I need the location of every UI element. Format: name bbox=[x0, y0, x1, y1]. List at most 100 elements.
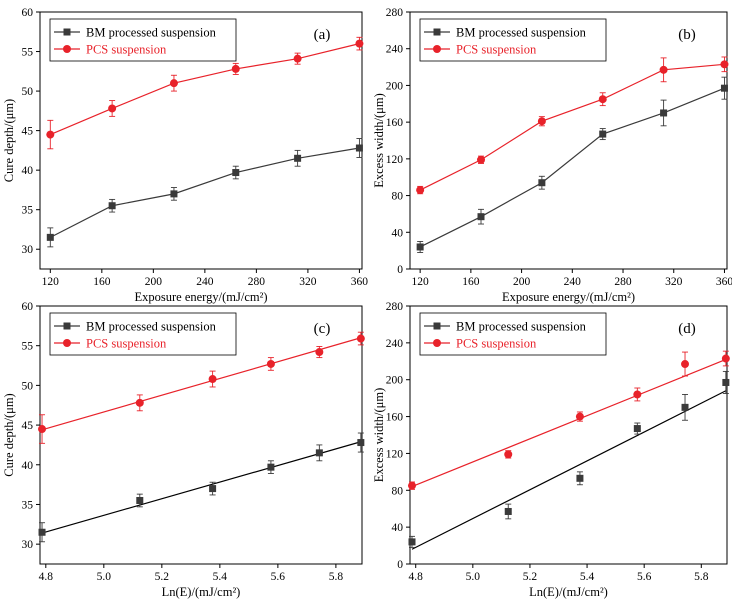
x-tick-label: 5.4 bbox=[580, 571, 595, 583]
y-axis-label: Excess width/(μm) bbox=[372, 93, 386, 188]
x-tick-label: 120 bbox=[42, 276, 60, 288]
y-tick-label: 50 bbox=[22, 380, 34, 392]
data-point bbox=[576, 474, 584, 482]
data-point bbox=[681, 403, 689, 411]
y-tick-label: 120 bbox=[386, 448, 404, 460]
x-tick-label: 5.4 bbox=[213, 571, 228, 583]
data-point bbox=[315, 348, 324, 357]
y-tick-label: 55 bbox=[22, 47, 34, 59]
y-tick-label: 30 bbox=[22, 244, 34, 256]
y-tick-label: 0 bbox=[397, 559, 403, 571]
x-tick-label: 5.2 bbox=[155, 571, 170, 583]
y-tick-label: 40 bbox=[22, 165, 34, 177]
y-tick-label: 200 bbox=[386, 375, 404, 387]
y-tick-label: 60 bbox=[22, 7, 34, 19]
series-pcs bbox=[407, 350, 730, 490]
plot-frame bbox=[409, 305, 728, 565]
data-point bbox=[38, 528, 46, 536]
legend: BM processed suspension PCS suspension bbox=[419, 18, 607, 62]
data-point bbox=[504, 507, 512, 515]
legend-marker bbox=[433, 28, 441, 36]
plot-frame bbox=[39, 305, 363, 565]
series-pcs bbox=[416, 56, 729, 195]
y-tick-label: 200 bbox=[386, 80, 404, 92]
chart-panel-c: 4.8 5.0 5.2 5.4 5.6 5.8 30 35 40 45 50 55 60 Ln(E)/(m… bbox=[2, 301, 365, 599]
data-point bbox=[504, 450, 513, 459]
y-tick-label: 280 bbox=[386, 301, 404, 313]
data-point bbox=[169, 79, 178, 88]
data-point bbox=[598, 95, 607, 104]
x-tick-label: 320 bbox=[299, 276, 317, 288]
plot-frame bbox=[409, 11, 728, 270]
x-tick-label: 160 bbox=[93, 276, 111, 288]
data-point bbox=[408, 538, 416, 546]
fit-line bbox=[411, 358, 727, 488]
data-point bbox=[46, 130, 55, 139]
y-tick-label: 60 bbox=[22, 301, 34, 313]
data-point bbox=[108, 104, 117, 113]
series-line bbox=[419, 63, 725, 191]
y-axis-label: Cure depth/(μm) bbox=[2, 99, 16, 182]
x-tick-label: 5.8 bbox=[694, 571, 709, 583]
data-point bbox=[720, 84, 728, 92]
data-point bbox=[231, 64, 240, 73]
panel-label: (a) bbox=[314, 27, 331, 43]
x-tick-label: 360 bbox=[351, 276, 369, 288]
legend-box bbox=[49, 312, 237, 356]
y-tick-label: 240 bbox=[386, 44, 404, 56]
data-point bbox=[416, 186, 425, 195]
series-line bbox=[50, 147, 360, 238]
y-tick-label: 35 bbox=[22, 499, 34, 511]
x-tick-label: 5.0 bbox=[466, 571, 481, 583]
x-tick-label: 240 bbox=[196, 276, 214, 288]
legend-marker bbox=[433, 339, 441, 347]
data-point bbox=[599, 130, 607, 138]
x-tick-label: 5.6 bbox=[271, 571, 286, 583]
legend-label: PCS suspension bbox=[456, 337, 537, 351]
y-tick-label: 40 bbox=[392, 522, 404, 534]
panel-label: (b) bbox=[678, 27, 696, 43]
y-tick-label: 0 bbox=[397, 264, 403, 276]
data-point bbox=[136, 496, 144, 504]
data-point bbox=[538, 179, 546, 187]
x-tick-label: 5.0 bbox=[97, 571, 112, 583]
series-bm bbox=[38, 432, 365, 543]
data-point bbox=[46, 233, 54, 241]
y-tick-label: 40 bbox=[392, 227, 404, 239]
data-point bbox=[170, 190, 178, 198]
x-axis-label: Exposure energy/(mJ/cm²) bbox=[135, 290, 268, 304]
chart-panel-d: 4.8 5.0 5.2 5.4 5.6 5.8 0 40 80 120 160 200 240 280 Ln… bbox=[372, 301, 730, 599]
x-axis-label: Ln(E)/(mJ/cm²) bbox=[529, 585, 608, 599]
data-point bbox=[355, 144, 363, 152]
data-point bbox=[266, 359, 275, 368]
x-tick-label: 120 bbox=[412, 276, 430, 288]
x-tick-label: 280 bbox=[614, 276, 632, 288]
legend-marker bbox=[63, 339, 71, 347]
y-tick-label: 55 bbox=[22, 341, 34, 353]
x-tick-label: 5.8 bbox=[329, 571, 344, 583]
x-axis-label: Ln(E)/(mJ/cm²) bbox=[162, 585, 241, 599]
y-tick-label: 80 bbox=[392, 485, 404, 497]
series-line bbox=[419, 87, 725, 248]
y-tick-label: 45 bbox=[22, 126, 34, 138]
data-point bbox=[633, 390, 642, 399]
legend-label: PCS suspension bbox=[86, 337, 167, 351]
data-point bbox=[660, 109, 668, 117]
x-tick-label: 160 bbox=[462, 276, 480, 288]
data-point bbox=[209, 485, 217, 493]
data-point bbox=[135, 398, 144, 407]
legend-marker bbox=[433, 45, 441, 53]
plot-frame bbox=[39, 11, 363, 270]
x-tick-label: 5.2 bbox=[523, 571, 538, 583]
legend-box bbox=[49, 18, 237, 62]
data-point bbox=[722, 378, 730, 386]
x-tick-label: 360 bbox=[716, 276, 732, 288]
data-point bbox=[477, 155, 486, 164]
data-point bbox=[108, 202, 116, 210]
fit-line bbox=[411, 390, 727, 550]
legend-label: BM processed suspension bbox=[456, 320, 587, 334]
legend: BM processed suspension PCS suspension bbox=[49, 18, 237, 62]
data-point bbox=[720, 60, 729, 69]
data-point bbox=[356, 334, 365, 343]
